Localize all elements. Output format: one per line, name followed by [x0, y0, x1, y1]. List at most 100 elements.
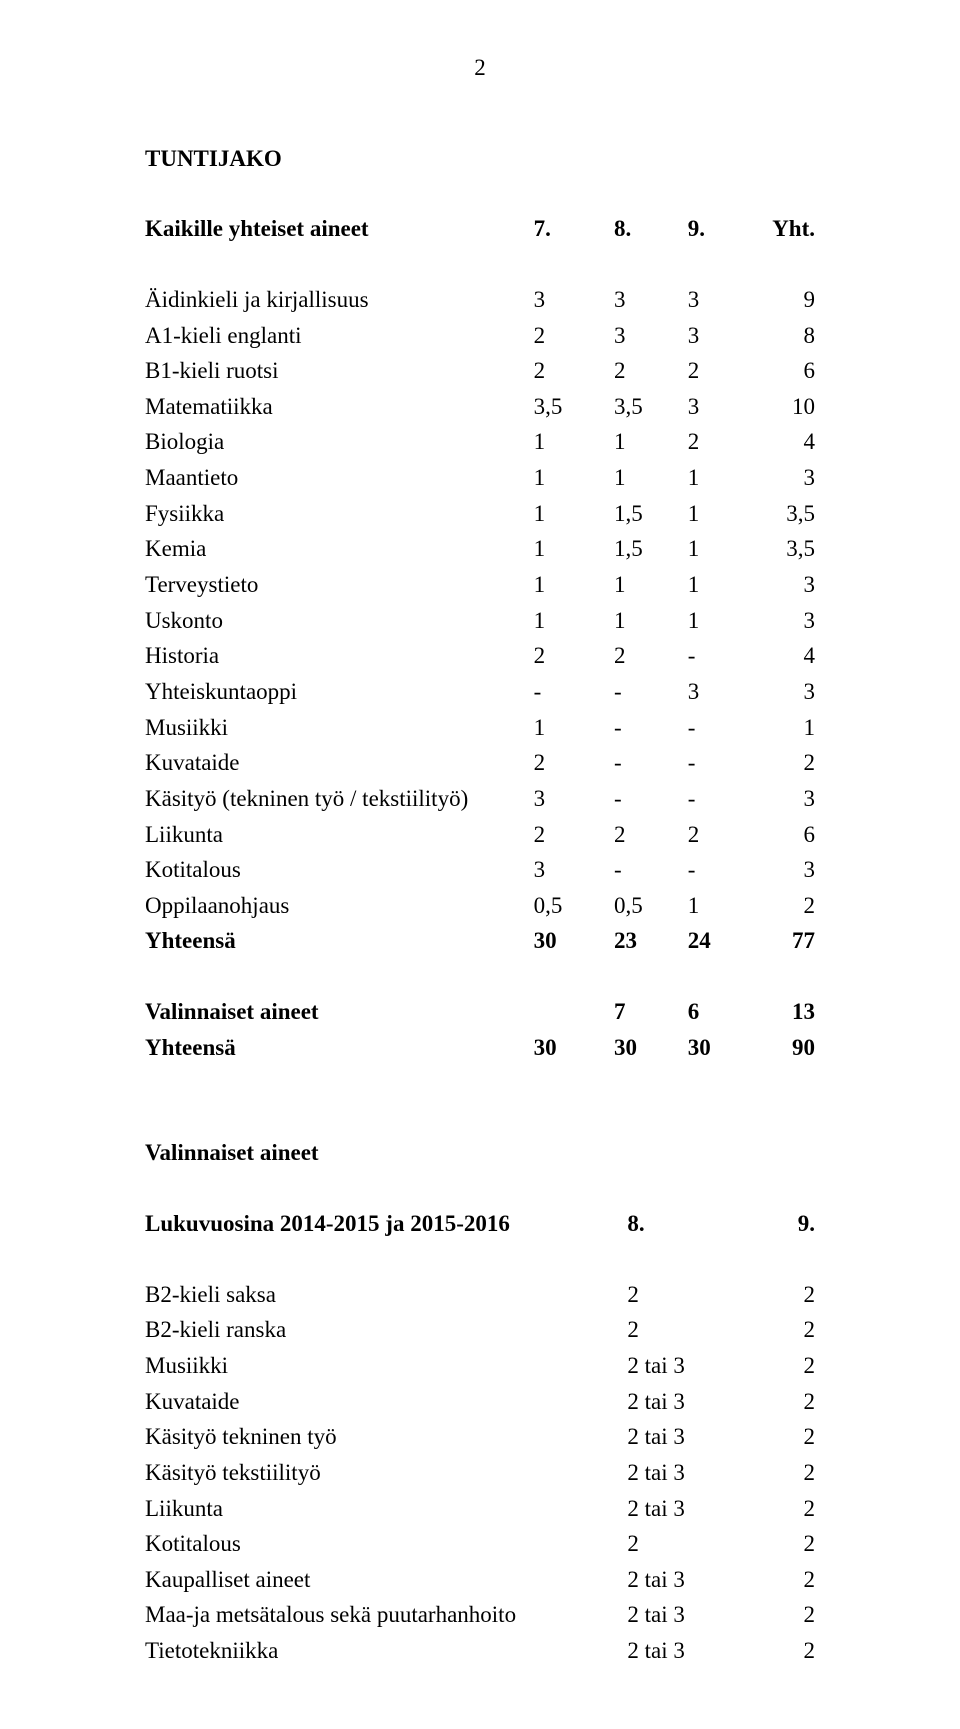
table-row: Uskonto1113: [145, 603, 815, 639]
cell: 2: [688, 817, 755, 853]
cell: 2: [735, 1491, 815, 1527]
cell: 4: [755, 638, 815, 674]
table-row: Kotitalous22: [145, 1526, 815, 1562]
cell: -: [614, 745, 688, 781]
table-row: B1-kieli ruotsi2226: [145, 353, 815, 389]
table-row: Käsityö tekninen työ2 tai 32: [145, 1419, 815, 1455]
table-row: Liikunta2 tai 32: [145, 1491, 815, 1527]
cell: -: [614, 674, 688, 710]
table-row: Äidinkieli ja kirjallisuus3339: [145, 282, 815, 318]
row-label: Uskonto: [145, 603, 534, 639]
cell: 1: [688, 496, 755, 532]
cell: 2: [627, 1312, 734, 1348]
cell: 30: [688, 1030, 755, 1066]
cell: 2: [735, 1597, 815, 1633]
cell: 2: [735, 1419, 815, 1455]
document-title: TUNTIJAKO: [145, 141, 815, 177]
cell: 2: [614, 353, 688, 389]
cell: 3: [755, 852, 815, 888]
table-row: Biologia1124: [145, 424, 815, 460]
table-row: Käsityö tekstiilityö2 tai 32: [145, 1455, 815, 1491]
cell: 1: [534, 424, 614, 460]
table-row: Yhteiskuntaoppi--33: [145, 674, 815, 710]
row-label: Biologia: [145, 424, 534, 460]
row-label: Oppilaanohjaus: [145, 888, 534, 924]
cell: 2: [534, 318, 614, 354]
cell: -: [614, 781, 688, 817]
cell: 1: [614, 603, 688, 639]
cell: 3: [534, 781, 614, 817]
cell: 1: [614, 567, 688, 603]
cell: 3: [534, 852, 614, 888]
cell: 2 tai 3: [627, 1384, 734, 1420]
table-valinnaiset: Lukuvuosina 2014-2015 ja 2015-2016 8. 9.…: [145, 1206, 815, 1669]
row-label: Valinnaiset aineet: [145, 994, 534, 1030]
cell: 3: [534, 282, 614, 318]
section2-heading: Valinnaiset aineet: [145, 1135, 815, 1171]
cell: 2: [735, 1455, 815, 1491]
row-label: Yhteiskuntaoppi: [145, 674, 534, 710]
table-row: Tietotekniikka2 tai 32: [145, 1633, 815, 1669]
cell: 1: [614, 460, 688, 496]
row-label: Tietotekniikka: [145, 1633, 627, 1669]
row-label: Kemia: [145, 531, 534, 567]
row-label: Musiikki: [145, 710, 534, 746]
total-row-1: Yhteensä30232477: [145, 923, 815, 959]
cell: 3: [755, 567, 815, 603]
header-col-9: 9.: [735, 1206, 815, 1242]
cell: -: [688, 638, 755, 674]
row-label: Kuvataide: [145, 1384, 627, 1420]
cell: 2 tai 3: [627, 1633, 734, 1669]
table2-header-row: Lukuvuosina 2014-2015 ja 2015-2016 8. 9.: [145, 1206, 815, 1242]
cell: 30: [534, 923, 614, 959]
cell: 1: [688, 567, 755, 603]
row-label: Maantieto: [145, 460, 534, 496]
row-label: B2-kieli ranska: [145, 1312, 627, 1348]
cell: 3: [688, 318, 755, 354]
total-row-2: Yhteensä30303090: [145, 1030, 815, 1066]
cell: 2: [735, 1384, 815, 1420]
cell: 2 tai 3: [627, 1491, 734, 1527]
cell: 3: [755, 674, 815, 710]
cell: 77: [755, 923, 815, 959]
cell: 1: [534, 531, 614, 567]
cell: 1: [534, 567, 614, 603]
cell: 6: [755, 353, 815, 389]
cell: 2: [534, 745, 614, 781]
cell: 2: [735, 1348, 815, 1384]
row-label: A1-kieli englanti: [145, 318, 534, 354]
cell: [534, 994, 614, 1030]
header-label: Kaikille yhteiset aineet: [145, 211, 534, 247]
table-row: Maantieto1113: [145, 460, 815, 496]
cell: 0,5: [614, 888, 688, 924]
cell: 1: [688, 603, 755, 639]
table-row: Liikunta2226: [145, 817, 815, 853]
cell: 3,5: [534, 389, 614, 425]
header-col-7: 7.: [534, 211, 614, 247]
header-col-9: 9.: [688, 211, 755, 247]
row-label: Liikunta: [145, 817, 534, 853]
cell: 1: [688, 460, 755, 496]
cell: 2 tai 3: [627, 1419, 734, 1455]
cell: 2: [627, 1526, 734, 1562]
table-kaikille-yhteiset: Kaikille yhteiset aineet 7. 8. 9. Yht. Ä…: [145, 211, 815, 1065]
table-row: A1-kieli englanti2338: [145, 318, 815, 354]
cell: 1,5: [614, 496, 688, 532]
cell: 2: [534, 817, 614, 853]
cell: 2: [735, 1562, 815, 1598]
row-label: Matematiikka: [145, 389, 534, 425]
row-label: Yhteensä: [145, 1030, 534, 1066]
row-label: Käsityö tekstiilityö: [145, 1455, 627, 1491]
cell: 2: [755, 888, 815, 924]
cell: -: [614, 710, 688, 746]
cell: 3: [614, 318, 688, 354]
cell: -: [614, 852, 688, 888]
table-row: Oppilaanohjaus0,50,512: [145, 888, 815, 924]
row-label: Maa-ja metsätalous sekä puutarhanhoito: [145, 1597, 627, 1633]
row-label: Fysiikka: [145, 496, 534, 532]
row-label: Yhteensä: [145, 923, 534, 959]
cell: 1: [755, 710, 815, 746]
cell: 2: [614, 817, 688, 853]
table-row: Käsityö (tekninen työ / tekstiilityö)3--…: [145, 781, 815, 817]
cell: 2: [688, 353, 755, 389]
